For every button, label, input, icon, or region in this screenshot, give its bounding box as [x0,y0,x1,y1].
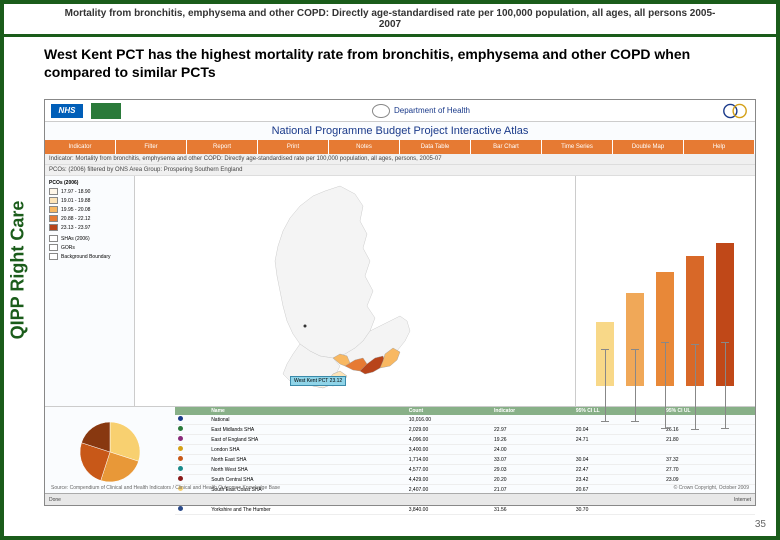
slide-number: 35 [755,519,766,530]
tab-time-series[interactable]: Time Series [542,140,613,154]
lower-grid: NameCountIndicator95% CI LL95% CI ULNati… [45,406,755,496]
main-grid: PCOs (2006) 17.97 - 18.90 19.01 - 19.88 19… [45,176,755,406]
uk-map [135,176,575,406]
legend-extra-item: Background Boundary [49,253,130,260]
ia-logo-icon [721,101,749,121]
table-header: Indicator [491,407,573,415]
pie-chart [75,417,145,487]
slide-headline: West Kent PCT has the highest mortality … [4,39,776,89]
table-row[interactable]: National10,016.00 [175,415,755,425]
map-compass-icon [304,325,307,328]
legend-extra-item: SHAs (2006) [49,235,130,242]
atlas-title: National Programme Budget Project Intera… [45,122,755,140]
table-header: 95% CI UL [663,407,755,415]
legend-panel: PCOs (2006) 17.97 - 18.90 19.01 - 19.88 19… [45,176,135,406]
slide-frame: Mortality from bronchitis, emphysema and… [0,0,780,540]
chart-bar[interactable] [656,272,674,386]
bar-chart-panel[interactable] [575,176,755,406]
legend-item: 23.13 - 23.97 [49,224,130,231]
atlas-header-bar: NHS Department of Health [45,100,755,122]
tab-data-table[interactable]: Data Table [400,140,471,154]
dh-text: Department of Health [394,106,470,115]
indicator-meta-1: Indicator: Mortality from bronchitis, em… [45,154,755,165]
table-row[interactable]: North West SHA4,577.0029.0322.4727.70 [175,465,755,475]
table-row[interactable]: East of England SHA4,096.0019.2624.7121.… [175,435,755,445]
table-row[interactable]: North East SHA1,714.0033.0730.0437.32 [175,455,755,465]
dh-logo-icon [372,104,390,118]
tab-row: IndicatorFilterReportPrintNotesData Tabl… [45,140,755,154]
copyright-note: © Crown Copyright, October 2009 [674,485,749,491]
tab-double-map[interactable]: Double Map [613,140,684,154]
legend-extra-item: GORs [49,244,130,251]
status-left: Done [49,497,61,503]
tab-indicator[interactable]: Indicator [45,140,116,154]
map-selected-label: West Kent PCT 23.12 [290,376,346,386]
side-label: QIPP Right Care [8,170,29,370]
chart-bar[interactable] [596,322,614,386]
atlas-screenshot: NHS Department of Health National Progra… [44,99,756,506]
table-row[interactable]: South Central SHA4,429.0020.2023.4223.09 [175,475,755,485]
table-header: 95% CI LL [573,407,663,415]
divider [4,34,776,37]
table-header [175,407,208,415]
legend-item: 19.95 - 20.08 [49,206,130,213]
status-right: Internet [734,497,751,503]
browser-status-bar: Done Internet [45,493,755,505]
chart-bar[interactable] [626,293,644,386]
tab-help[interactable]: Help [684,140,755,154]
tab-print[interactable]: Print [258,140,329,154]
chart-bar[interactable] [686,256,704,386]
table-row[interactable]: London SHA3,400.0024.00 [175,445,755,455]
source-footnote: Source: Compendium of Clinical and Healt… [51,485,280,491]
table-header: Name [208,407,406,415]
table-row[interactable]: East Midlands SHA2,029.0022.9720.0426.16 [175,425,755,435]
tab-bar-chart[interactable]: Bar Chart [471,140,542,154]
legend-item: 19.01 - 19.88 [49,197,130,204]
table-header: Count [406,407,491,415]
data-table-panel: NameCountIndicator95% CI LL95% CI ULNati… [175,407,755,496]
legend-title: PCOs (2006) [49,180,130,186]
indicator-meta-2: PCOs: (2006) filtered by ONS Area Group:… [45,165,755,176]
nhs-logo: NHS [51,104,83,118]
map-panel[interactable]: West Kent PCT 23.12 [135,176,575,406]
slide-top-title: Mortality from bronchitis, emphysema and… [4,4,776,32]
legend-item: 17.97 - 18.90 [49,188,130,195]
tab-filter[interactable]: Filter [116,140,187,154]
chart-bar[interactable] [716,243,734,386]
tab-notes[interactable]: Notes [329,140,400,154]
tab-report[interactable]: Report [187,140,258,154]
legend-item: 20.88 - 22.12 [49,215,130,222]
info-block-icon [91,103,121,119]
dh-branding: Department of Health [129,104,713,118]
pie-panel [45,407,175,496]
table-row[interactable]: Yorkshire and The Humber3,840.0031.5630.… [175,505,755,515]
